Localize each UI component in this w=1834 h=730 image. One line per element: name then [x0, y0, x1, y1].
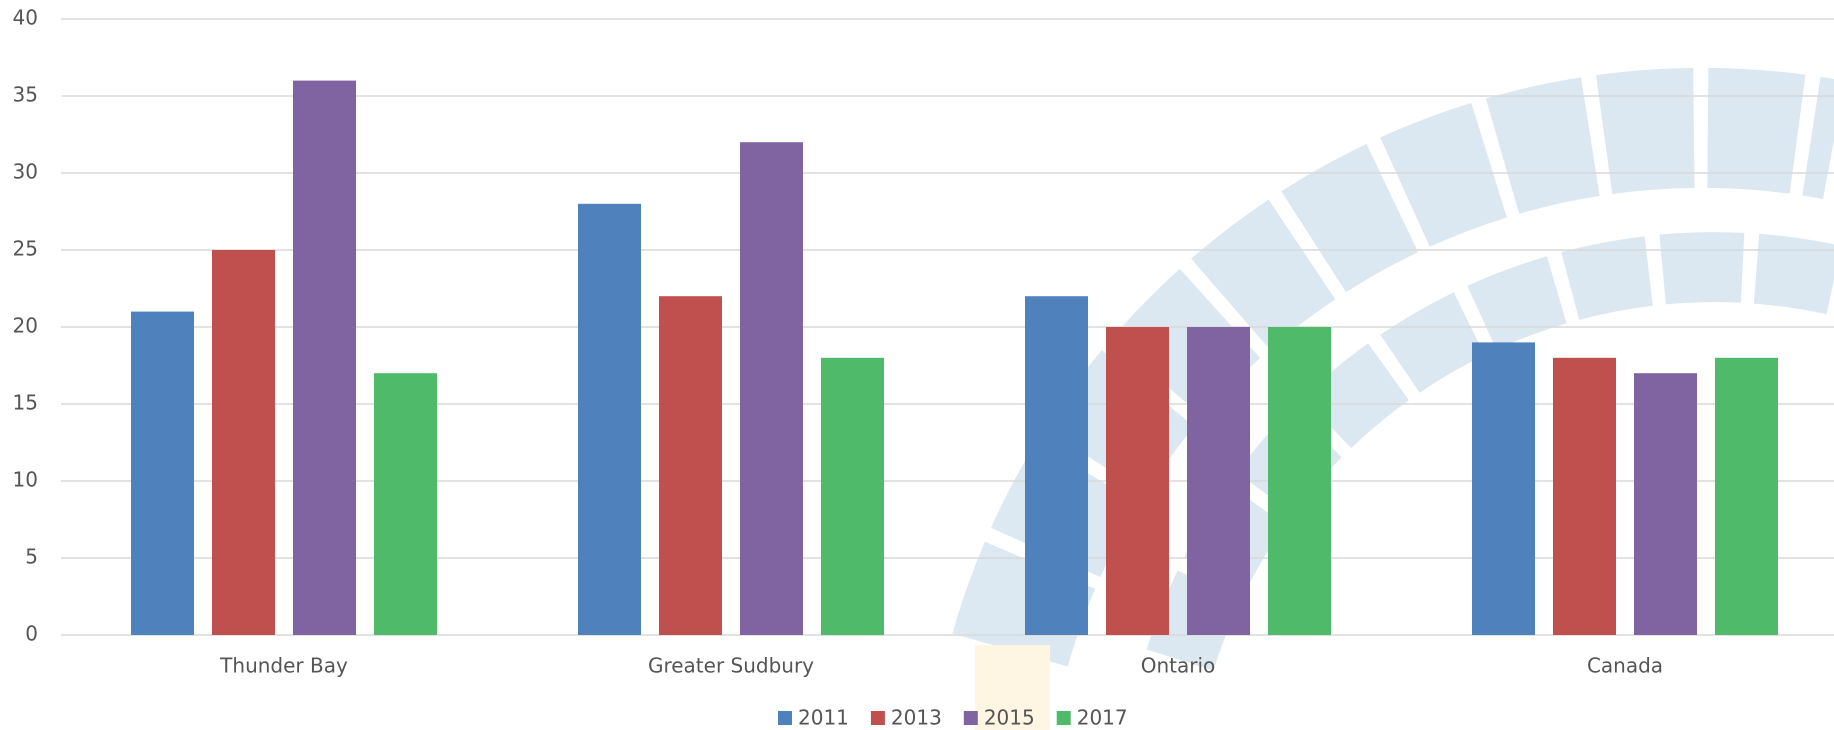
- legend-label: 2013: [891, 706, 942, 730]
- bar: [1472, 342, 1535, 635]
- bar: [1553, 357, 1616, 635]
- bar: [659, 296, 722, 635]
- y-tick-label: 25: [13, 237, 38, 261]
- y-tick-label: 5: [25, 545, 38, 569]
- legend-swatch: [1056, 711, 1071, 725]
- legend-swatch: [870, 711, 885, 725]
- x-tick-label: Ontario: [1141, 654, 1216, 678]
- legend-swatch: [778, 711, 792, 725]
- bar: [293, 80, 356, 636]
- x-tick-label: Canada: [1587, 654, 1663, 678]
- bar: [1106, 327, 1169, 635]
- bar: [1634, 373, 1697, 635]
- x-tick-label: Greater Sudbury: [648, 654, 814, 678]
- bars: [131, 80, 1778, 636]
- bar: [1715, 357, 1778, 635]
- legend-label: 2011: [798, 706, 849, 730]
- y-tick-label: 15: [13, 391, 38, 415]
- legend-label: 2017: [1077, 706, 1128, 730]
- bar: [374, 373, 437, 635]
- bar: [1025, 296, 1088, 635]
- y-tick-label: 40: [13, 6, 38, 30]
- labels: 0 5 10 15 20 25 30 35 40 Thunder Bay Greater Sudbu…: [13, 6, 1664, 678]
- background-emblem: [952, 67, 1834, 730]
- grid: [61, 18, 1834, 636]
- y-tick-label: 10: [13, 468, 38, 492]
- y-tick-label: 0: [25, 622, 38, 646]
- legend-label: 2015: [984, 706, 1035, 730]
- y-tick-label: 30: [13, 160, 38, 184]
- bar: [821, 357, 884, 635]
- bar: [578, 203, 641, 636]
- bar: [1268, 327, 1331, 635]
- bar: [740, 142, 803, 635]
- x-tick-label: Thunder Bay: [219, 654, 348, 678]
- bar: [212, 250, 275, 635]
- bar: [131, 311, 194, 635]
- legend-swatch: [963, 711, 978, 725]
- y-tick-label: 35: [13, 83, 38, 107]
- legend: 2011 2013 2015 2017: [778, 706, 1128, 730]
- bar: [1187, 327, 1250, 635]
- y-tick-label: 20: [13, 314, 38, 338]
